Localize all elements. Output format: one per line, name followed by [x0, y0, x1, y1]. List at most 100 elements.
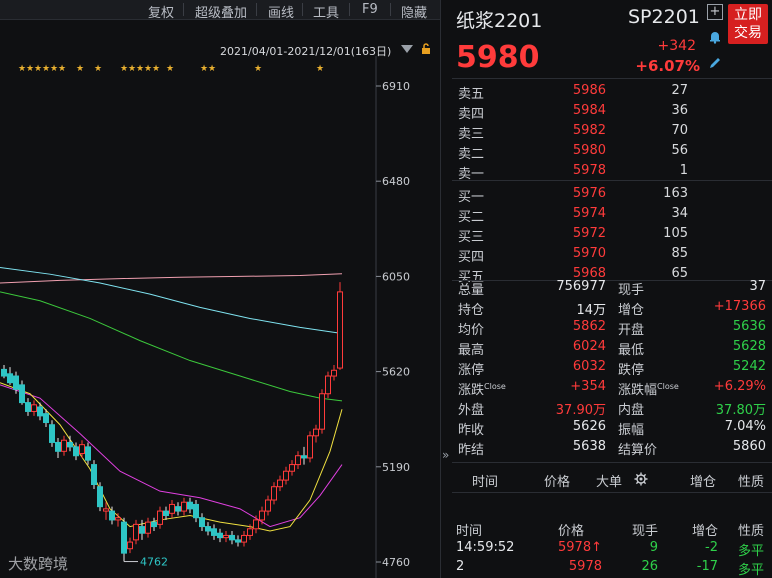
tab-time[interactable]: 时间 — [472, 475, 499, 490]
candle-up — [289, 464, 295, 472]
tick-nature: 多平 — [738, 544, 765, 559]
star-marker-icon: ★ — [208, 64, 216, 74]
toolbar-overlay-button[interactable]: 超级叠加 — [195, 6, 248, 21]
orderbook-label: 买五 — [458, 270, 485, 285]
stat-label: 最高 — [458, 343, 485, 358]
candle-down — [175, 506, 181, 512]
stat-row: 最高 6024 最低 5628 — [452, 339, 772, 359]
plus-icon[interactable]: + — [707, 4, 723, 20]
stat-value: 7.04% — [724, 419, 766, 434]
toolbar-divider — [349, 3, 350, 16]
bell-icon[interactable] — [707, 30, 723, 46]
toolbar-f9-button[interactable]: F9 — [362, 2, 378, 17]
candle-down — [235, 539, 241, 543]
candle-up — [127, 541, 133, 550]
quote-actions: + — [707, 4, 725, 82]
candle-up — [31, 404, 37, 412]
candle-up — [79, 444, 85, 455]
price-axis-label: 6050 — [382, 270, 410, 283]
stat-label: 跌停 — [618, 363, 645, 378]
tick-oi-change: -2 — [705, 540, 718, 555]
orderbook-row[interactable]: 卖三 5982 70 — [452, 123, 692, 143]
orderbook-row[interactable]: 买二 5974 34 — [452, 206, 692, 226]
stat-label-sup: Close — [657, 382, 679, 391]
orderbook-volume: 105 — [663, 226, 688, 241]
stat-value: 37 — [749, 279, 766, 294]
orderbook-label: 买四 — [458, 250, 485, 265]
orderbook-row[interactable]: 卖四 5984 36 — [452, 103, 692, 123]
stat-label: 内盘 — [618, 403, 645, 418]
candle-up — [115, 517, 121, 521]
edit-icon[interactable] — [707, 56, 723, 72]
candle-down — [19, 384, 25, 404]
toolbar-draw-button[interactable]: 画线 — [268, 6, 295, 21]
tick-row[interactable]: 14:59:52 5978↑ 9 -2 多平 — [452, 540, 772, 559]
orderbook-price: 5980 — [572, 143, 606, 158]
divider — [452, 280, 772, 281]
orderbook-row[interactable]: 卖一 5978 1 — [452, 163, 692, 183]
stat-label: 涨跌Close — [458, 379, 506, 398]
stat-label: 开盘 — [618, 323, 645, 338]
tick-row[interactable]: 2 5978 26 -17 多平 — [452, 559, 772, 578]
panel-divider — [440, 0, 441, 578]
toolbar-tools-button[interactable]: 工具 — [313, 6, 340, 21]
candle-up — [223, 534, 229, 539]
price-change: +342 — [657, 38, 696, 54]
candle-down — [97, 486, 103, 508]
stat-label: 昨结 — [458, 443, 485, 458]
range-dropdown-icon[interactable] — [401, 45, 413, 53]
stat-label: 涨停 — [458, 363, 485, 378]
candle-down — [139, 526, 145, 534]
quote-panel: 纸浆2201 SP2201 5980 +342 +6.07% + 立即交易 卖五… — [452, 0, 772, 578]
orderbook-volume: 163 — [663, 186, 688, 201]
stat-label: 增仓 — [618, 303, 645, 318]
price-axis-label: 5190 — [382, 461, 410, 474]
orderbook-row[interactable]: 卖二 5980 56 — [452, 143, 692, 163]
candle-up — [61, 439, 67, 452]
star-marker-icon: ★ — [18, 64, 26, 74]
candle-up — [259, 510, 265, 521]
orderbook-price: 5978 — [572, 163, 606, 178]
orderbook-price: 5976 — [572, 186, 606, 201]
stat-label: 总量 — [458, 283, 485, 298]
orderbook-row[interactable]: 买一 5976 163 — [452, 186, 692, 206]
col-price: 价格 — [557, 524, 584, 539]
stat-row: 均价 5862 开盘 5636 — [452, 319, 772, 339]
tab-big-order[interactable]: 大单 — [596, 475, 623, 490]
tab-price[interactable]: 价格 — [544, 475, 571, 490]
toolbar-fuquan-button[interactable]: 复权 — [148, 6, 175, 21]
stat-value: 5636 — [732, 319, 766, 334]
tick-price-value: 5978 — [558, 540, 592, 555]
candle-down — [109, 510, 115, 521]
settings-gear-icon[interactable] — [634, 472, 648, 486]
divider — [452, 492, 772, 493]
trade-now-button[interactable]: 立即交易 — [728, 4, 768, 44]
orderbook-price: 5968 — [572, 266, 606, 281]
orderbook-row[interactable]: 卖五 5986 27 — [452, 83, 692, 103]
collapse-panel-icon[interactable]: » — [442, 448, 450, 462]
lock-icon[interactable] — [420, 43, 432, 55]
orderbook-label: 卖二 — [458, 147, 485, 162]
candle-up — [169, 503, 175, 514]
orderbook-row[interactable]: 买五 5968 65 — [452, 266, 692, 286]
tab-oi-change[interactable]: 增仓 — [690, 475, 717, 490]
date-range-label: 2021/04/01-2021/12/01(163日) — [220, 45, 392, 58]
orderbook-row[interactable]: 买三 5972 105 — [452, 226, 692, 246]
tick-time: 14:59:52 — [456, 540, 515, 555]
tab-nature[interactable]: 性质 — [738, 475, 765, 490]
stat-label: 涨跌幅Close — [618, 379, 679, 398]
candle-down — [121, 521, 127, 554]
orderbook-volume: 85 — [671, 246, 688, 261]
star-marker-icon: ★ — [76, 64, 84, 74]
low-price-label: 4762 — [140, 556, 168, 569]
price-change-pct: +6.07% — [635, 57, 700, 75]
toolbar-divider — [302, 3, 303, 16]
stat-label: 振幅 — [618, 423, 645, 438]
star-marker-icon: ★ — [166, 64, 174, 74]
toolbar-hide-button[interactable]: 隐藏 — [401, 6, 428, 21]
orderbook-row[interactable]: 买四 5970 85 — [452, 246, 692, 266]
candle-up — [181, 501, 187, 512]
stat-row: 涨跌Close +354 涨跌幅Close +6.29% — [452, 379, 772, 399]
candle-down — [211, 528, 217, 536]
